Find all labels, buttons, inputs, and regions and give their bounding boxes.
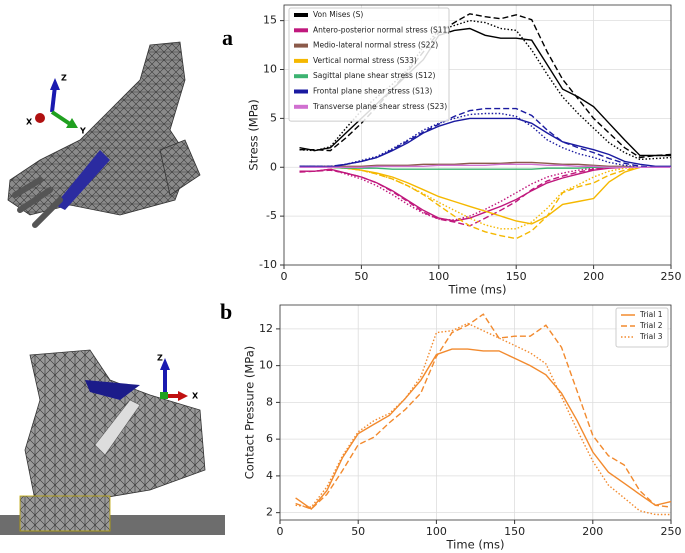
legend-label: Trial 3: [639, 332, 663, 341]
foot-model-bottom: Z X: [0, 349, 225, 535]
axis-label: X: [26, 118, 33, 127]
data-line: [295, 348, 672, 510]
axis-label: X: [192, 392, 199, 401]
data-line: [299, 166, 671, 221]
y-axis-label: Stress (MPa): [247, 99, 261, 170]
y-tick-label: 8: [266, 395, 273, 408]
legend-label: Sagittal plane shear stress (S12): [313, 71, 435, 80]
x-tick-label: 0: [277, 525, 284, 538]
data-line: [299, 166, 671, 227]
data-line: [299, 166, 671, 225]
legend-label: Trial 2: [639, 321, 663, 330]
y-tick-label: 0: [270, 160, 277, 173]
data-line: [299, 163, 671, 168]
x-tick-label: 150: [506, 270, 527, 283]
data-line: [295, 313, 672, 510]
plot-frame: [283, 4, 672, 266]
legend-label: Vertical normal stress (S33): [313, 56, 417, 65]
legend-label: Trial 1: [639, 310, 663, 319]
data-line: [295, 322, 671, 516]
x-tick-label: 250: [661, 270, 682, 283]
y-tick-label: 5: [270, 111, 277, 124]
y-tick-label: 10: [259, 359, 273, 372]
axis-label: Z: [61, 74, 67, 83]
x-tick-label: 100: [428, 270, 449, 283]
foot-model-top: Z Y X: [7, 41, 201, 228]
x-tick-label: 100: [426, 525, 447, 538]
x-tick-label: 50: [351, 525, 365, 538]
data-line: [299, 166, 671, 230]
panel-label: b: [220, 299, 232, 324]
y-axis-label: Contact Pressure (MPa): [243, 346, 257, 480]
data-line: [299, 112, 671, 168]
x-axis-label: Time (ms): [448, 283, 507, 297]
muscle: [55, 150, 110, 210]
legend-label: Frontal plane shear stress (S13): [313, 87, 432, 96]
y-tick-label: 4: [266, 469, 273, 482]
legend-box: [288, 7, 450, 122]
data-line: [299, 166, 671, 222]
y-tick-label: 12: [259, 322, 273, 335]
y-tick-label: 15: [263, 14, 277, 27]
legend-label: Transverse plane shear stress (S23): [312, 102, 447, 111]
x-tick-label: 200: [582, 525, 603, 538]
legend-label: Medio-lateral normal stress (S22): [313, 41, 438, 50]
x-tick-label: 150: [504, 525, 525, 538]
y-tick-label: -10: [259, 258, 277, 271]
axis-label: Z: [157, 354, 163, 363]
x-tick-label: 0: [281, 270, 288, 283]
data-line: [299, 19, 672, 161]
legend-label: Antero-posterior normal stress (S11): [313, 25, 450, 34]
y-tick-label: -5: [266, 209, 277, 222]
data-line: [299, 161, 671, 168]
legend-label: Von Mises (S): [313, 10, 363, 19]
data-line: [299, 107, 671, 168]
y-tick-label: 10: [263, 63, 277, 76]
data-line: [299, 117, 671, 169]
x-tick-label: 200: [583, 270, 604, 283]
plot-frame: [279, 304, 672, 521]
data-line: [299, 166, 671, 240]
y-tick-label: 6: [266, 432, 273, 445]
data-line: [299, 13, 672, 159]
axis-arrow: [50, 85, 57, 113]
x-tick-label: 250: [661, 525, 682, 538]
y-tick-label: 2: [266, 506, 273, 519]
x-tick-label: 50: [354, 270, 368, 283]
x-axis-label: Time (ms): [446, 538, 505, 552]
panel-label: a: [222, 25, 233, 50]
axis-label: Y: [79, 127, 86, 136]
